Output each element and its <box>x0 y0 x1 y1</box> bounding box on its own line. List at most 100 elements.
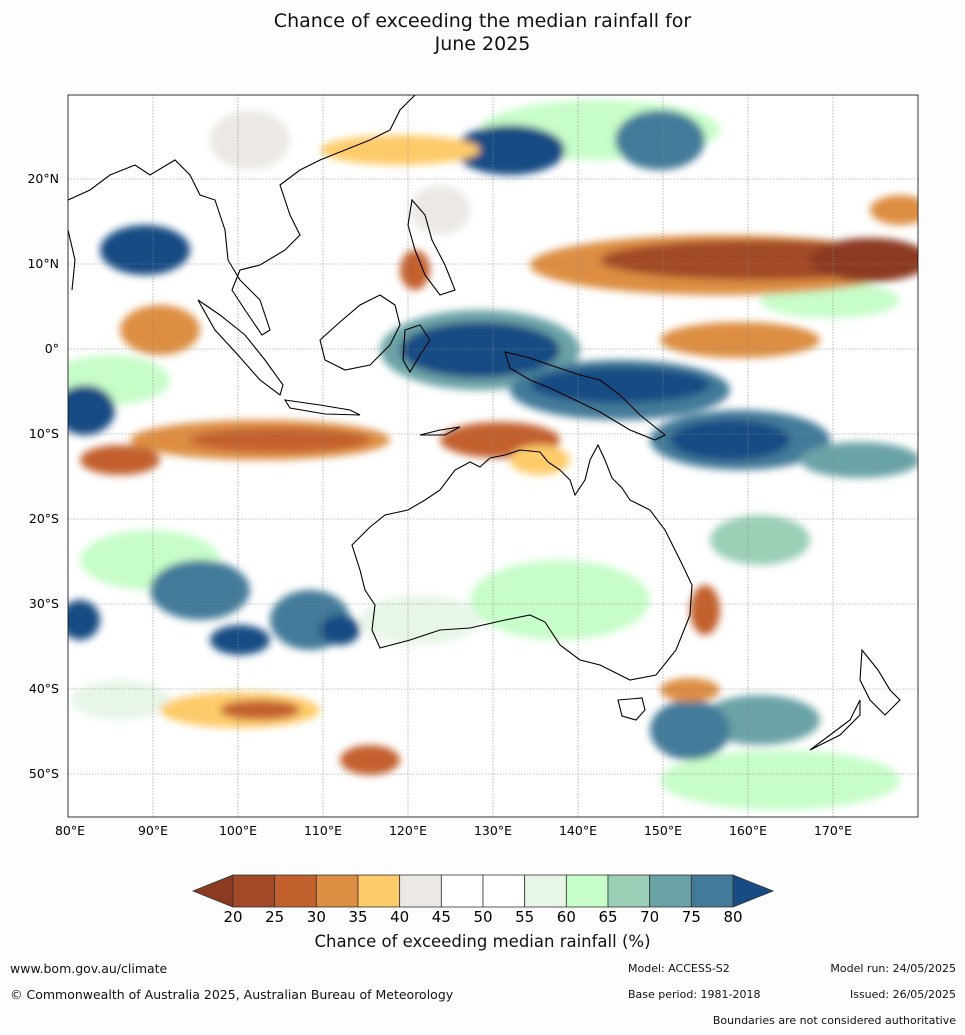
title-line-2: June 2025 <box>434 33 531 55</box>
colorbar: 20 25 30 35 40 45 50 55 60 65 70 75 80 <box>191 874 775 926</box>
colorbar-tick-label: 30 <box>307 908 326 926</box>
lat-label: 10°S <box>29 426 59 441</box>
map-title: Chance of exceeding the median rainfall … <box>0 10 965 56</box>
lon-label: 150°E <box>644 823 682 838</box>
coastlines <box>68 95 901 751</box>
colorbar-cell <box>524 874 567 908</box>
colorbar-tick-label: 50 <box>473 908 492 926</box>
colorbar-tick-label: 45 <box>432 908 451 926</box>
colorbar-cells <box>232 874 734 908</box>
colorbar-tick-label: 25 <box>265 908 284 926</box>
shade-patch <box>360 595 480 645</box>
shade-patch <box>320 135 480 165</box>
colorbar-under-arrow <box>191 874 234 908</box>
shade-patch <box>68 385 115 435</box>
map-panel <box>68 95 918 817</box>
lat-label: 10°N <box>27 256 59 271</box>
lat-label: 50°S <box>29 766 59 781</box>
colorbar-tick-label: 70 <box>640 908 659 926</box>
lat-label: 0° <box>45 341 59 356</box>
colorbar-cell <box>232 874 276 908</box>
sumatra-coastline <box>197 299 284 396</box>
lat-label: 20°S <box>29 511 59 526</box>
shade-patch <box>210 625 270 655</box>
new-zealand-north-coastline <box>859 648 901 716</box>
new-guinea-coastline <box>504 351 667 441</box>
colorbar-cell <box>399 874 442 908</box>
lat-label: 20°N <box>27 171 59 186</box>
shade-patch <box>510 445 570 475</box>
colorbar-tick-label: 80 <box>723 908 742 926</box>
lon-label: 120°E <box>389 823 427 838</box>
shade-patch <box>320 615 360 645</box>
shade-patch <box>710 515 810 565</box>
java-coastline <box>283 399 361 416</box>
lon-tick-labels: 80°E 90°E 100°E 110°E 120°E 130°E 140°E … <box>55 823 852 838</box>
colorbar-cell <box>482 874 526 908</box>
shade-patch <box>68 600 100 640</box>
shade-patch <box>810 238 918 282</box>
shade-patch <box>400 250 430 290</box>
colorbar-cell <box>274 874 317 908</box>
shade-patch <box>660 750 900 810</box>
shade-patch <box>700 695 820 745</box>
issued-text: Issued: 26/05/2025 <box>849 988 956 1001</box>
lat-label: 40°S <box>29 681 59 696</box>
shade-patch <box>100 225 190 275</box>
shade-patch <box>80 445 160 475</box>
shade-patch <box>870 195 918 225</box>
colorbar-tick-label: 60 <box>557 908 576 926</box>
shade-patch <box>340 745 400 775</box>
colorbar-tick-label: 55 <box>515 908 534 926</box>
colorbar-tick-label: 65 <box>598 908 617 926</box>
lon-label: 140°E <box>559 823 597 838</box>
lon-label: 160°E <box>729 823 767 838</box>
shade-patch <box>190 428 370 452</box>
shade-patch <box>800 442 918 478</box>
colorbar-tick-label: 40 <box>390 908 409 926</box>
base-period-text: Base period: 1981-2018 <box>628 988 761 1001</box>
colorbar-tick-label: 75 <box>682 908 701 926</box>
shade-patch <box>120 305 200 355</box>
shade-patch <box>210 110 290 170</box>
website-link[interactable]: www.bom.gov.au/climate <box>10 961 168 976</box>
lon-label: 100°E <box>219 823 257 838</box>
disclaimer-text: Boundaries are not considered authoritat… <box>712 1014 956 1027</box>
graticule <box>68 95 918 817</box>
copyright-text: © Commonwealth of Australia 2025, Austra… <box>10 987 454 1002</box>
borneo-coastline <box>319 294 401 371</box>
shade-patch <box>660 678 720 702</box>
model-text: Model: ACCESS-S2 <box>628 962 730 975</box>
colorbar-cell <box>315 874 359 908</box>
shade-patch <box>470 560 650 640</box>
colorbar-cell <box>440 874 484 908</box>
new-zealand-south-coastline <box>809 699 861 751</box>
colorbar-cell <box>565 874 609 908</box>
shade-patch <box>690 585 720 635</box>
tasmania-coastline <box>617 697 646 721</box>
timor-coastline <box>419 426 461 436</box>
colorbar-over-arrow <box>732 874 775 908</box>
colorbar-cell <box>690 874 734 908</box>
lat-tick-labels: 20°N 10°N 0° 10°S 20°S 30°S 40°S 50°S <box>27 171 59 781</box>
shade-patch <box>70 680 170 720</box>
lon-label: 90°E <box>138 823 168 838</box>
shade-patch <box>650 700 730 760</box>
colorbar-title: Chance of exceeding median rainfall (%) <box>314 932 651 951</box>
model-run-text: Model run: 24/05/2025 <box>830 962 956 975</box>
shade-patch <box>150 560 250 620</box>
asia-mainland-coastline <box>68 95 416 336</box>
colorbar-tick-label: 20 <box>223 908 242 926</box>
australia-coastline <box>351 443 693 681</box>
sulawesi-coastline <box>402 324 431 374</box>
colorbar-cell <box>607 874 651 908</box>
colorbar-cell <box>357 874 401 908</box>
india-coastline <box>68 229 76 291</box>
shade-patch <box>455 125 565 175</box>
colorbar-tick-label: 35 <box>348 908 367 926</box>
lon-label: 170°E <box>814 823 852 838</box>
shade-patch <box>660 322 820 358</box>
colorbar-cell <box>649 874 692 908</box>
shade-patch <box>530 367 710 403</box>
